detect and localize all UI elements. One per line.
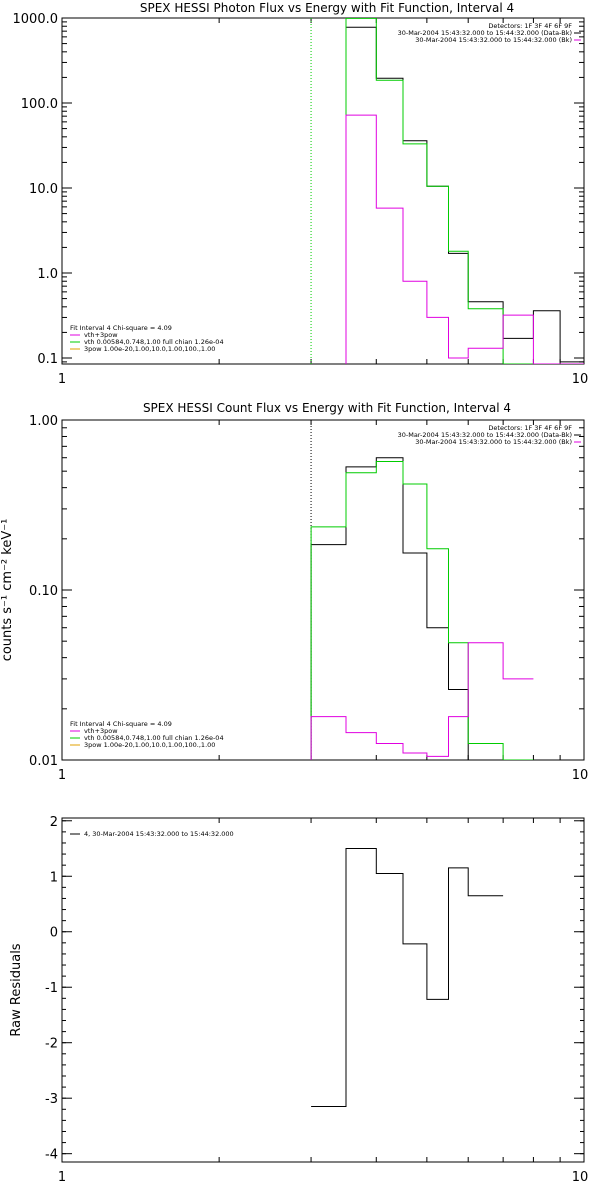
y-tick-label: 1000.0 — [13, 12, 59, 27]
y-tick-label: 0.1 — [37, 352, 58, 367]
y-tick-label: 0 — [50, 926, 58, 941]
legend-entry: 30-Mar-2004 15:43:32.000 to 15:44:32.000… — [398, 29, 572, 37]
x-tick-label: 1 — [58, 1170, 66, 1185]
x-tick-label: 1 — [58, 372, 66, 387]
series-Bk — [345, 114, 584, 364]
series-Bk — [310, 642, 534, 760]
photon-flux-panel: SPEX HESSI Photon Flux vs Energy with Fi… — [13, 1, 589, 387]
y-tick-label: 0.01 — [29, 754, 58, 769]
y-tick-label: 1.0 — [37, 267, 58, 282]
series-residuals — [311, 848, 504, 1107]
residuals-y-axis-label: Raw Residuals — [9, 943, 24, 1036]
legend-entry: vth 0.00584,0.748,1.00 full chian 1.26e-… — [84, 734, 224, 742]
y-tick-label: -4 — [45, 1148, 58, 1163]
x-tick-label: 10 — [572, 1170, 589, 1185]
plot-frame — [61, 419, 585, 761]
y-tick-label: 0.10 — [29, 584, 58, 599]
y-tick-label: 10.0 — [29, 182, 58, 197]
y-tick-label: -1 — [45, 981, 58, 996]
legend-entry: Fit Interval 4 Chi-square = 4.09 — [70, 324, 172, 332]
x-tick-label: 10 — [572, 768, 589, 783]
legend-entry: vth 0.00584,0.748,1.00 full chian 1.26e-… — [84, 338, 224, 346]
legend-entry: Detectors: 1F 3F 4F 6F 9F — [488, 22, 572, 30]
legend-entry: vth+3pow — [84, 727, 118, 735]
legend-entry: Fit Interval 4 Chi-square = 4.09 — [70, 720, 172, 728]
plot-frame — [61, 17, 585, 365]
legend-entry: 30-Mar-2004 15:43:32.000 to 15:44:32.000… — [415, 438, 572, 446]
count-flux-title: SPEX HESSI Count Flux vs Energy with Fit… — [143, 401, 511, 415]
series-vth+3pow — [310, 461, 534, 760]
x-tick-label: 10 — [572, 372, 589, 387]
legend-entry: Detectors: 1F 3F 4F 6F 9F — [488, 424, 572, 432]
y-tick-label: -2 — [45, 1037, 58, 1052]
series-Data-Bk — [345, 26, 584, 364]
y-tick-label: 100.0 — [21, 97, 58, 112]
count-flux-panel: SPEX HESSI Count Flux vs Energy with Fit… — [0, 401, 588, 783]
y-tick-label: -3 — [45, 1092, 58, 1107]
y-tick-label: 1 — [50, 870, 58, 885]
legend-entry: vth+3pow — [84, 331, 118, 339]
plot-frame — [61, 817, 585, 1163]
series-Data-Bk — [310, 457, 504, 760]
legend-entry: 3pow 1.00e-20,1.00,10.0,1.00,100.,1.00 — [84, 741, 215, 749]
legend-entry: 3pow 1.00e-20,1.00,10.0,1.00,100.,1.00 — [84, 345, 215, 353]
legend-entry: 4, 30-Mar-2004 15:43:32.000 to 15:44:32.… — [84, 830, 234, 838]
y-tick-label: 1.00 — [29, 414, 58, 429]
y-tick-label: 2 — [50, 815, 58, 830]
x-tick-label: 1 — [58, 768, 66, 783]
count-flux-y-axis-label: counts s⁻¹ cm⁻² keV⁻¹ — [0, 519, 15, 662]
photon-flux-title: SPEX HESSI Photon Flux vs Energy with Fi… — [140, 1, 514, 15]
legend-entry: 30-Mar-2004 15:43:32.000 to 15:44:32.000… — [415, 36, 572, 44]
residuals-panel: Raw Residuals 1 10 -4 -3 -2 -1 0 1 2 4, 30-Mar-20… — [9, 815, 588, 1185]
series-vth+3pow — [345, 18, 584, 364]
legend-entry: 30-Mar-2004 15:43:32.000 to 15:44:32.000… — [398, 431, 572, 439]
